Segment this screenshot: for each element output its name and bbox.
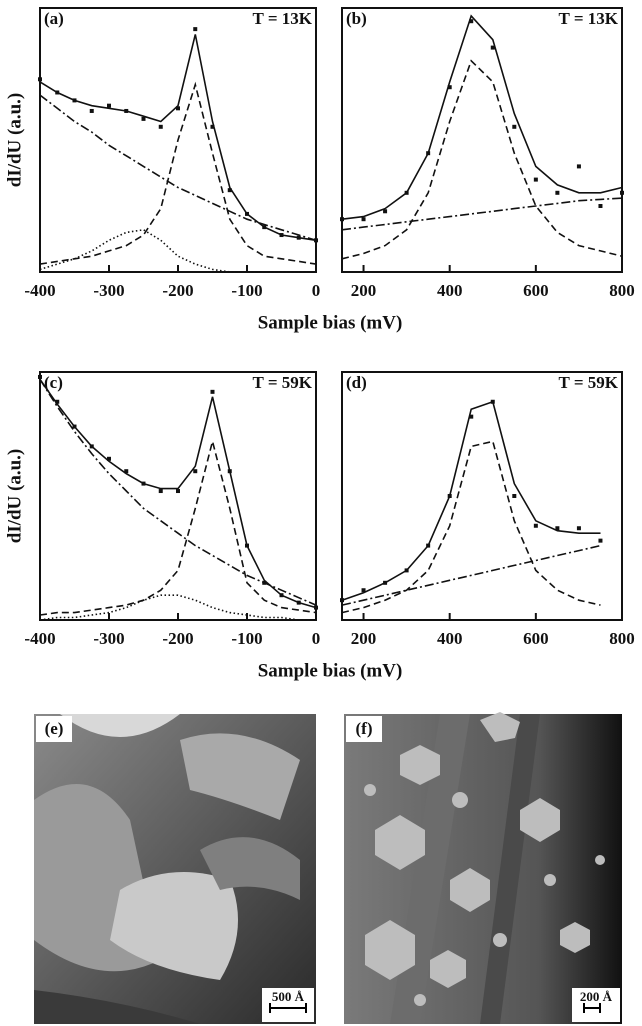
data-point: [158, 489, 163, 494]
data-point: [38, 374, 42, 379]
y-axis-label: dI/dU (a.u.): [4, 449, 25, 544]
curve-dashed: [341, 440, 601, 614]
scale-bar-label: 500 Å: [272, 989, 305, 1004]
data-point: [576, 526, 581, 531]
data-point: [210, 124, 215, 129]
curve-solid: [39, 34, 317, 242]
data-point: [141, 116, 146, 121]
data-point: [55, 399, 60, 404]
image-label: (f): [356, 719, 373, 738]
data-point: [124, 469, 129, 474]
data-point: [158, 124, 163, 129]
x-tick-label: 800: [609, 629, 635, 648]
x-tick-label: -300: [93, 629, 124, 648]
scale-bar-label: 200 Å: [580, 989, 613, 1004]
data-point: [383, 209, 388, 214]
data-point: [361, 217, 366, 222]
data-point: [227, 188, 232, 193]
curve-solid: [341, 400, 601, 601]
data-point: [555, 526, 560, 531]
curve-dashed: [341, 59, 623, 260]
data-point: [512, 124, 517, 129]
image-label: (e): [45, 719, 64, 738]
x-tick-label: 0: [312, 629, 321, 648]
data-point: [176, 106, 180, 111]
panel-label: (b): [346, 9, 367, 28]
y-axis-label: dI/dU (a.u.): [4, 93, 25, 188]
plot-frame: [341, 7, 623, 273]
data-point: [620, 190, 624, 195]
x-tick-label: 400: [437, 281, 463, 300]
curve-dashdot: [39, 378, 317, 606]
x-tick-label: 400: [437, 629, 463, 648]
data-point: [533, 177, 538, 182]
annotation: T = 59K: [559, 373, 619, 392]
data-point: [193, 469, 198, 474]
data-point: [361, 588, 366, 593]
data-point: [314, 238, 318, 243]
panel-label: (a): [44, 9, 64, 28]
x-tick-label: -200: [162, 629, 193, 648]
image-e: (e) 500 Å: [34, 714, 316, 1024]
plot-frame: [341, 371, 623, 621]
data-point: [576, 164, 581, 169]
curve-solid: [39, 378, 317, 609]
data-point: [512, 494, 517, 498]
image-f: (f) 200 Å: [344, 712, 622, 1024]
data-point: [490, 45, 495, 50]
x-tick-label: -300: [93, 281, 124, 300]
data-point: [469, 19, 474, 24]
curve-dashdot: [39, 94, 317, 242]
data-point: [176, 489, 180, 494]
curve-dashdot: [341, 197, 623, 231]
curve-dotted: [39, 228, 316, 273]
data-point: [193, 27, 198, 32]
panel-label: (d): [346, 373, 367, 392]
x-tick-label: -200: [162, 281, 193, 300]
data-point: [107, 456, 111, 461]
data-point: [447, 85, 452, 90]
x-tick-label: 200: [351, 629, 377, 648]
data-point: [469, 414, 474, 419]
data-point: [533, 523, 538, 528]
x-tick-label: -400: [24, 281, 55, 300]
curve-dashdot: [341, 544, 601, 606]
data-point: [555, 190, 560, 195]
x-tick-label: -100: [231, 629, 262, 648]
x-tick-label: 600: [523, 281, 549, 300]
x-axis-label: Sample bias (mV): [258, 312, 403, 333]
annotation: T = 13K: [253, 9, 313, 28]
data-point: [598, 538, 603, 543]
curve-solid: [341, 14, 623, 220]
curve-dashed: [39, 81, 317, 265]
x-axis-label: Sample bias (mV): [258, 660, 403, 681]
x-tick-label: 600: [523, 629, 549, 648]
plot-frame: [39, 371, 317, 621]
panel-label: (c): [44, 373, 63, 392]
x-tick-label: -100: [231, 281, 262, 300]
data-point: [598, 204, 603, 208]
x-tick-label: 0: [312, 281, 321, 300]
data-point: [210, 389, 215, 394]
data-point: [107, 103, 111, 108]
annotation: T = 59K: [253, 373, 313, 392]
data-point: [89, 108, 94, 113]
x-tick-label: 800: [609, 281, 635, 300]
data-point: [38, 77, 42, 82]
x-tick-label: -400: [24, 629, 55, 648]
curve-dashed: [39, 441, 317, 616]
x-tick-label: 200: [351, 281, 377, 300]
annotation: T = 13K: [559, 9, 619, 28]
curve-dotted: [39, 594, 316, 621]
